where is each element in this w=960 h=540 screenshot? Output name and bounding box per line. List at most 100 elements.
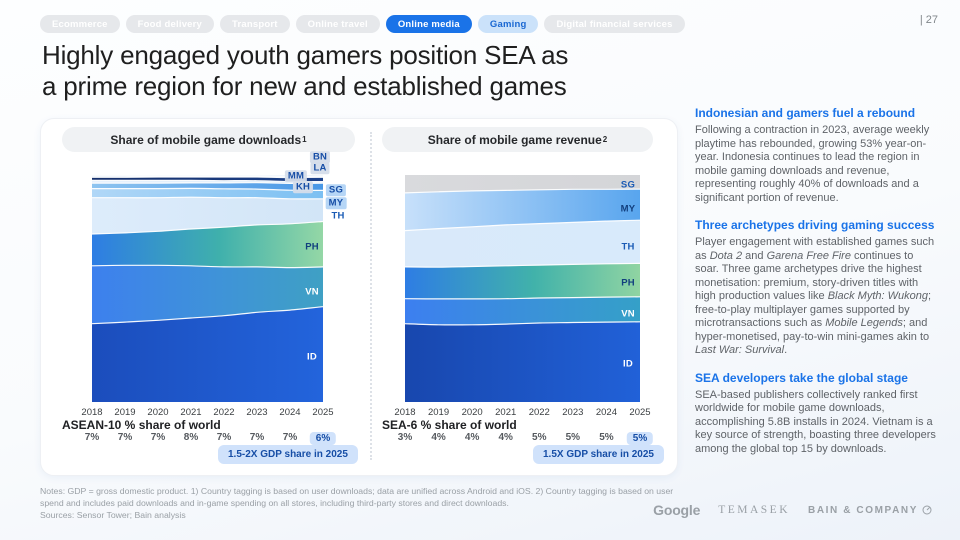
series-PH-area bbox=[405, 263, 640, 299]
temasek-logo: TEMASEK bbox=[718, 504, 790, 516]
series-ID-area bbox=[405, 321, 640, 402]
series-label-ID: ID bbox=[307, 351, 317, 363]
x-tick-2023: 2023 bbox=[562, 407, 584, 418]
x-tick-2020: 2020 bbox=[147, 407, 169, 418]
x-tick-2023: 2023 bbox=[246, 407, 268, 418]
x-tick-2024: 2024 bbox=[279, 407, 301, 418]
tab-digital-financial-services[interactable]: Digital financial services bbox=[544, 15, 685, 33]
page-title: Highly engaged youth gamers position SEA… bbox=[42, 40, 569, 102]
world-share-value: 7% bbox=[282, 432, 298, 443]
downloads-gdp-pill: 1.5-2X GDP share in 2025 bbox=[218, 445, 358, 464]
series-PH-area bbox=[92, 221, 323, 268]
x-tick-2025: 2025 bbox=[629, 407, 651, 418]
world-share-value: 7% bbox=[117, 432, 133, 443]
series-TH-boundary bbox=[92, 196, 323, 200]
series-ID-boundary bbox=[405, 321, 640, 326]
series-label-BN: BN bbox=[309, 151, 331, 163]
x-tick-2018: 2018 bbox=[394, 407, 416, 418]
series-label-TH: TH bbox=[621, 241, 635, 253]
world-share-value: 5% bbox=[599, 432, 614, 443]
series-label-VN: VN bbox=[621, 308, 635, 320]
world-share-value: 7% bbox=[216, 432, 232, 443]
series-MY-boundary bbox=[405, 188, 640, 194]
tab-online-travel[interactable]: Online travel bbox=[295, 15, 380, 33]
page-number: | 27 bbox=[919, 14, 938, 26]
revenue-chart-title-footnote: 2 bbox=[602, 135, 608, 144]
world-share-value: 4% bbox=[431, 432, 446, 443]
series-label-MM: MM bbox=[284, 170, 308, 182]
series-VN-boundary bbox=[92, 264, 323, 269]
revenue-chart-title: Share of mobile game revenue 2 bbox=[382, 127, 653, 152]
footnotes: Notes: GDP = gross domestic product. 1) … bbox=[40, 486, 674, 509]
x-tick-2020: 2020 bbox=[461, 407, 483, 418]
series-VN-area bbox=[405, 296, 640, 325]
world-share-value: 5% bbox=[626, 432, 654, 445]
revenue-gdp-pill: 1.5X GDP share in 2025 bbox=[533, 445, 664, 464]
world-share-value: 7% bbox=[249, 432, 265, 443]
world-share-value: 5% bbox=[565, 432, 581, 443]
series-label-TH: TH bbox=[331, 210, 345, 222]
world-share-value: 7% bbox=[84, 432, 100, 443]
series-TH-area bbox=[92, 197, 323, 234]
series-MY-area bbox=[92, 188, 323, 199]
series-label-PH: PH bbox=[621, 277, 635, 289]
world-share-value: 4% bbox=[464, 432, 480, 443]
series-SG-boundary bbox=[92, 182, 323, 185]
series-label-LA: LA bbox=[310, 162, 330, 174]
tab-ecommerce[interactable]: Ecommerce bbox=[40, 15, 120, 33]
bain-compass-icon bbox=[922, 505, 932, 515]
tab-food-delivery[interactable]: Food delivery bbox=[125, 15, 215, 33]
tab-online-media[interactable]: Online media bbox=[385, 15, 472, 33]
series-VN-area bbox=[92, 265, 323, 324]
series-SG-area bbox=[405, 175, 640, 193]
series-label-KH: KH bbox=[292, 181, 314, 193]
x-tick-2022: 2022 bbox=[213, 407, 235, 418]
partner-logos: Google TEMASEK BAIN & COMPANY bbox=[653, 502, 932, 518]
sidebar-block-rebound: Indonesian and gamers fuel a rebound Fol… bbox=[695, 106, 937, 205]
series-label-SG: SG bbox=[325, 184, 347, 196]
x-tick-2022: 2022 bbox=[528, 407, 550, 418]
tab-bar: Ecommerce Food delivery Transport Online tr… bbox=[40, 15, 685, 33]
series-label-VN: VN bbox=[305, 286, 319, 298]
sidebar-body: Player engagement with established games… bbox=[695, 236, 935, 356]
series-label-MY: MY bbox=[620, 203, 636, 215]
revenue-stacked-area-chart bbox=[405, 175, 640, 402]
x-tick-2021: 2021 bbox=[495, 407, 517, 418]
world-share-value: 4% bbox=[498, 432, 513, 443]
x-tick-2019: 2019 bbox=[427, 407, 450, 418]
series-label-ID: ID bbox=[623, 358, 633, 370]
google-logo: Google bbox=[653, 502, 701, 518]
sidebar-heading: SEA developers take the global stage bbox=[695, 370, 908, 385]
sidebar-block-archetypes: Three archetypes driving gaming success … bbox=[695, 218, 937, 358]
series-MY-boundary bbox=[92, 187, 323, 191]
charts-divider bbox=[370, 132, 372, 460]
sidebar-body: SEA-based publishers collectively ranked… bbox=[695, 388, 936, 455]
series-PH-boundary bbox=[92, 220, 323, 235]
sidebar-body: Following a contraction in 2023, average… bbox=[695, 124, 930, 204]
series-ID-area bbox=[92, 306, 323, 402]
revenue-axis-note: SEA-6 % share of world bbox=[382, 418, 517, 432]
world-share-value: 5% bbox=[532, 432, 547, 443]
downloads-chart-title-footnote: 1 bbox=[302, 135, 307, 144]
revenue-chart-title-text: Share of mobile game revenue bbox=[427, 132, 602, 147]
x-tick-2018: 2018 bbox=[81, 407, 103, 418]
x-tick-2024: 2024 bbox=[595, 407, 617, 418]
bain-logo: BAIN & COMPANY bbox=[808, 505, 932, 516]
tab-gaming[interactable]: Gaming bbox=[477, 15, 539, 33]
series-PH-boundary bbox=[405, 262, 640, 268]
sources-line: Sources: Sensor Tower; Bain analysis bbox=[40, 510, 186, 520]
series-ID-boundary bbox=[92, 306, 323, 325]
series-label-SG: SG bbox=[620, 179, 636, 191]
series-MY-area bbox=[405, 189, 640, 231]
x-tick-2019: 2019 bbox=[114, 407, 136, 418]
series-TH-boundary bbox=[405, 219, 640, 232]
downloads-axis-note: ASEAN-10 % share of world bbox=[62, 418, 221, 432]
tab-transport[interactable]: Transport bbox=[220, 15, 290, 33]
sidebar-block-developers: SEA developers take the global stage SEA… bbox=[695, 371, 937, 457]
series-label-MY: MY bbox=[325, 197, 347, 209]
series-TH-area bbox=[405, 220, 640, 268]
sidebar: Indonesian and gamers fuel a rebound Fol… bbox=[695, 106, 937, 469]
world-share-value: 6% bbox=[309, 432, 337, 445]
x-tick-2021: 2021 bbox=[180, 407, 202, 418]
